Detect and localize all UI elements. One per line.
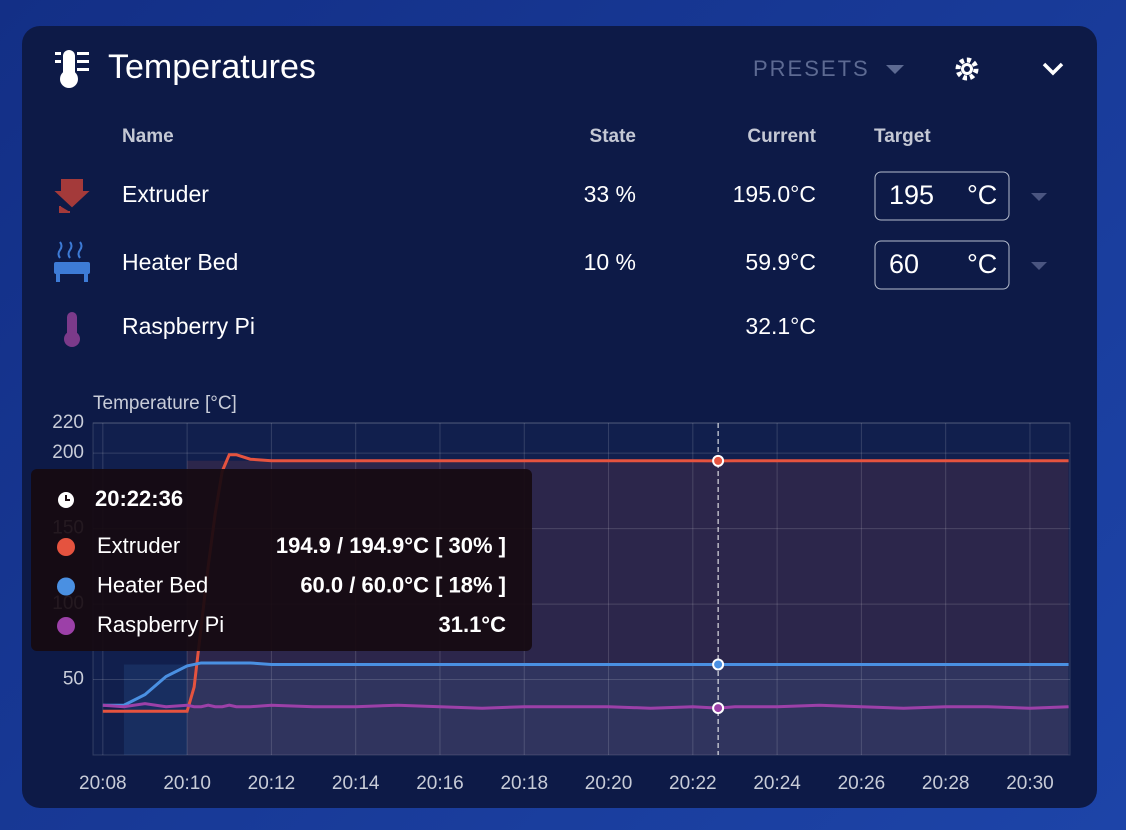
legend-dot (57, 538, 75, 556)
y-tick-label: 200 (52, 442, 84, 463)
target-dropdown[interactable] (1031, 262, 1047, 270)
hover-point (712, 454, 725, 467)
bed-icon (54, 241, 90, 282)
target-dropdown[interactable] (1031, 193, 1047, 201)
x-tick-label: 20:22 (669, 773, 717, 794)
tooltip: 20:22:36 Extruder 194.9 / 194.9°C [ 30% ]… (31, 469, 532, 651)
y-tick-label: 220 (52, 412, 84, 433)
row-name: Heater Bed (122, 249, 238, 275)
extruder-icon (54, 179, 90, 213)
tooltip-value: 31.1°C (438, 612, 506, 637)
row-current: 195.0°C (733, 181, 816, 207)
tooltip-time: 20:22:36 (95, 486, 183, 511)
series-line (102, 453, 1069, 713)
y-tick-label: 50 (63, 669, 84, 690)
hover-point (712, 658, 725, 671)
x-tick-label: 20:26 (838, 773, 886, 794)
target-unit: °C (967, 180, 997, 210)
target-value[interactable]: 60 (889, 249, 919, 279)
settings-button[interactable] (955, 57, 979, 81)
thermo-icon (55, 50, 89, 88)
series-line (102, 702, 1069, 710)
clock-hands (65, 495, 70, 501)
x-tick-label: 20:10 (163, 773, 211, 794)
col-header: State (590, 126, 636, 147)
x-tick-label: 20:14 (332, 773, 380, 794)
x-tick-label: 20:24 (753, 773, 801, 794)
tooltip-value: 60.0 / 60.0°C [ 18% ] (300, 572, 506, 597)
pi-icon (64, 312, 80, 347)
legend-name: Heater Bed (97, 572, 208, 597)
col-header: Target (874, 126, 931, 147)
col-header: Name (122, 126, 174, 147)
target-input[interactable] (874, 171, 1010, 221)
legend-name: Raspberry Pi (97, 612, 224, 637)
legend-dot (57, 577, 75, 596)
x-tick-label: 20:20 (585, 773, 633, 794)
x-tick-label: 20:28 (922, 773, 970, 794)
target-value[interactable]: 195 (889, 180, 934, 210)
y-axis-title: Temperature [°C] (93, 393, 237, 414)
x-tick-label: 20:12 (248, 773, 296, 794)
row-name: Extruder (122, 181, 209, 207)
row-state: 10 % (584, 249, 636, 275)
presets-button[interactable]: PRESETS (753, 56, 870, 81)
presets-caret[interactable] (886, 65, 904, 74)
legend-dot (57, 617, 75, 635)
target-unit: °C (967, 249, 997, 279)
card-title: Temperatures (108, 48, 316, 86)
collapse-button[interactable] (1042, 62, 1064, 76)
row-current: 32.1°C (745, 313, 816, 339)
x-tick-label: 20:08 (79, 773, 127, 794)
x-tick-label: 20:18 (500, 773, 548, 794)
col-header: Current (747, 126, 816, 147)
target-input[interactable] (874, 240, 1010, 290)
tooltip-bg (31, 469, 532, 651)
row-state: 33 % (584, 181, 636, 207)
hover-point (712, 702, 725, 715)
legend-name: Extruder (97, 533, 180, 558)
tooltip-value: 194.9 / 194.9°C [ 30% ] (276, 533, 506, 558)
series-line (102, 661, 1069, 707)
target-area (123, 664, 1069, 755)
row-name: Raspberry Pi (122, 313, 255, 339)
row-current: 59.9°C (745, 249, 816, 275)
x-tick-label: 20:30 (1006, 773, 1054, 794)
x-tick-label: 20:16 (416, 773, 464, 794)
